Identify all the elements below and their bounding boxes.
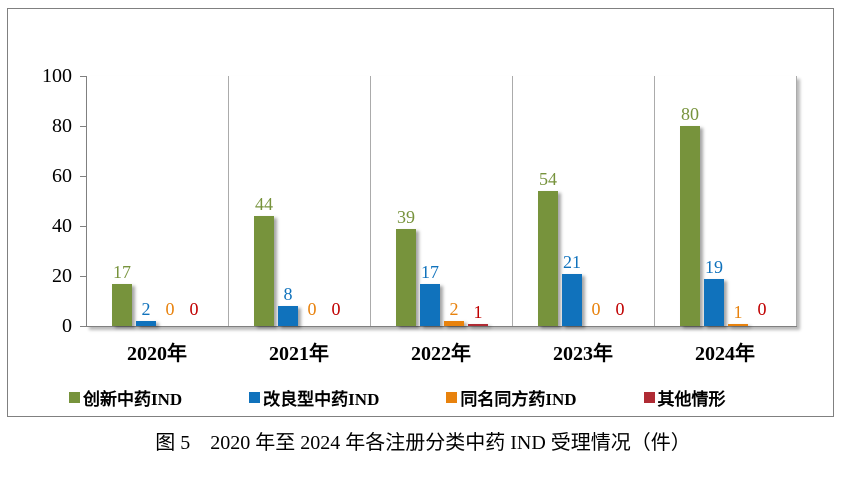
bar-value-label: 0 xyxy=(165,299,175,319)
chart-figure: 0 20 40 60 80 100 17 2 0 0 44 8 0 0 39 17 2 1 54 21 0 0 80 19 1… xyxy=(7,8,834,417)
bar-slot: 80 xyxy=(680,76,700,326)
legend-swatch-icon xyxy=(643,392,655,403)
legend-item: 同名同方药IND xyxy=(446,385,577,410)
bar-value-label: 54 xyxy=(539,169,557,189)
bar xyxy=(136,321,156,326)
gridline-vertical xyxy=(796,76,797,326)
plot-area: 17 2 0 0 44 8 0 0 39 17 2 1 54 21 0 0 80 19 1 0 xyxy=(86,76,797,327)
legend-swatch-icon xyxy=(446,392,458,403)
bar xyxy=(112,283,132,326)
bar-value-label: 21 xyxy=(563,251,581,272)
y-tick-mark xyxy=(80,226,86,227)
bar-value-label: 0 xyxy=(757,299,767,319)
bar-slot: 19 xyxy=(704,76,724,326)
figure-caption: 图 5 2020 年至 2024 年各注册分类中药 IND 受理情况（件） xyxy=(155,432,691,454)
y-tick-mark xyxy=(80,76,86,77)
y-tick-mark xyxy=(80,326,86,327)
gridline-vertical xyxy=(228,76,229,326)
legend-swatch-icon xyxy=(249,392,261,403)
bar xyxy=(396,228,416,326)
legend-label: 创新中药IND xyxy=(83,390,183,409)
y-tick-mark xyxy=(80,276,86,277)
bar xyxy=(444,321,464,326)
y-tick-mark xyxy=(80,176,86,177)
y-tick-label: 80 xyxy=(52,115,72,137)
bar-value-label: 2 xyxy=(449,299,459,319)
gridline-vertical xyxy=(370,76,371,326)
legend-swatch-icon xyxy=(69,392,80,403)
bar-group-2024年: 80 19 1 0 xyxy=(655,76,797,326)
bar-value-label: 39 xyxy=(397,206,415,227)
bar-slot: 1 xyxy=(468,76,488,326)
legend-item: 改良型中药IND xyxy=(249,385,379,410)
bar-slot: 8 xyxy=(278,76,298,326)
bar-group-2023年: 54 21 0 0 xyxy=(513,76,655,326)
bar-slot: 0 xyxy=(302,76,322,326)
bar xyxy=(538,191,558,326)
bar-value-label: 0 xyxy=(331,299,341,319)
x-axis-label: 2024年 xyxy=(695,343,755,365)
bar-slot: 0 xyxy=(610,76,630,326)
gridline-vertical xyxy=(512,76,513,326)
y-tick-label: 20 xyxy=(52,265,72,287)
bar-value-label: 80 xyxy=(681,104,699,124)
bar-value-label: 8 xyxy=(283,284,293,304)
x-axis-label: 2021年 xyxy=(269,343,329,365)
bar-value-label: 17 xyxy=(421,261,439,282)
bar xyxy=(468,323,488,326)
bar-value-label: 19 xyxy=(705,256,723,277)
bar-slot: 2 xyxy=(444,76,464,326)
bar-slot: 17 xyxy=(420,76,440,326)
bar-value-label: 0 xyxy=(591,299,601,319)
legend-label: 改良型中药IND xyxy=(263,390,380,409)
bar-slot: 54 xyxy=(538,76,558,326)
bar-slot: 17 xyxy=(112,76,132,326)
bar-slot: 0 xyxy=(160,76,180,326)
x-axis-labels: 2020年 2021年 2022年 2023年 2024年 xyxy=(86,337,796,366)
bar xyxy=(278,306,298,326)
bar xyxy=(704,278,724,326)
bar-value-label: 0 xyxy=(615,299,625,319)
bar xyxy=(562,273,582,326)
bar-slot: 2 xyxy=(136,76,156,326)
y-tick-label: 100 xyxy=(42,65,72,87)
bar-group-2021年: 44 8 0 0 xyxy=(229,76,371,326)
bar-slot: 0 xyxy=(184,76,204,326)
legend-label: 同名同方药IND xyxy=(460,390,577,409)
y-tick-label: 40 xyxy=(52,215,72,237)
bar xyxy=(680,126,700,326)
x-axis-label: 2022年 xyxy=(411,343,471,365)
bar-value-label: 1 xyxy=(473,301,483,322)
bar-slot: 0 xyxy=(752,76,772,326)
bar xyxy=(254,216,274,326)
bar xyxy=(420,283,440,326)
y-tick-label: 60 xyxy=(52,165,72,187)
bar xyxy=(728,323,748,326)
y-tick-mark xyxy=(80,126,86,127)
bar-value-label: 1 xyxy=(733,301,743,322)
bar-slot: 1 xyxy=(728,76,748,326)
bar-slot: 21 xyxy=(562,76,582,326)
x-axis-label: 2023年 xyxy=(553,343,613,365)
bar-slot: 44 xyxy=(254,76,274,326)
bar-group-2022年: 39 17 2 1 xyxy=(371,76,513,326)
bar-slot: 39 xyxy=(396,76,416,326)
bar-group-2020年: 17 2 0 0 xyxy=(87,76,229,326)
x-axis-label: 2020年 xyxy=(127,343,187,365)
legend-label: 其他情形 xyxy=(657,390,726,409)
legend-item: 创新中药IND xyxy=(69,385,182,410)
bar-value-label: 0 xyxy=(307,299,317,319)
bar-slot: 0 xyxy=(326,76,346,326)
bar-value-label: 44 xyxy=(255,194,273,214)
legend: 创新中药IND 改良型中药IND 同名同方药IND 其他情形 xyxy=(69,385,823,410)
bar-value-label: 17 xyxy=(113,261,131,282)
bar-value-label: 2 xyxy=(141,299,151,319)
bar-value-label: 0 xyxy=(189,299,199,319)
bar-slot: 0 xyxy=(586,76,606,326)
gridline-vertical xyxy=(654,76,655,326)
legend-item: 其他情形 xyxy=(643,385,726,410)
y-tick-label: 0 xyxy=(62,315,72,337)
